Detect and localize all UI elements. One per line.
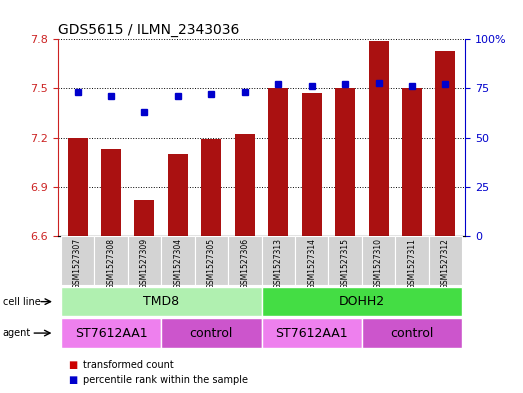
Bar [235,134,255,236]
Bar [302,93,322,236]
Bar [295,236,328,285]
Text: GDS5615 / ILMN_2343036: GDS5615 / ILMN_2343036 [58,23,239,37]
Bar [228,236,262,285]
Bar [94,236,128,285]
Bar [395,236,429,285]
Bar [262,236,295,285]
Text: GSM1527304: GSM1527304 [174,238,183,289]
Text: GSM1527305: GSM1527305 [207,238,216,289]
Bar [61,236,94,285]
Bar [168,154,188,236]
Text: control: control [190,327,233,340]
Text: GSM1527314: GSM1527314 [307,238,316,289]
Text: ST7612AA1: ST7612AA1 [275,327,348,340]
Text: GSM1527309: GSM1527309 [140,238,149,289]
Text: GSM1527306: GSM1527306 [240,238,249,289]
Text: ■: ■ [68,375,77,385]
Bar [268,88,288,236]
Bar [369,41,389,236]
Text: ■: ■ [68,360,77,370]
Text: GSM1527315: GSM1527315 [340,238,349,289]
Bar [161,318,262,348]
Bar [435,51,456,236]
Text: DOHH2: DOHH2 [339,295,385,308]
Text: GSM1527313: GSM1527313 [274,238,283,289]
Bar [335,88,355,236]
Bar [402,88,422,236]
Text: percentile rank within the sample: percentile rank within the sample [83,375,247,385]
Bar [429,236,462,285]
Text: GSM1527311: GSM1527311 [407,238,416,289]
Text: transformed count: transformed count [83,360,174,370]
Bar [61,287,262,316]
Bar [262,287,462,316]
Bar [328,236,362,285]
Bar [262,318,362,348]
Bar [201,139,221,236]
Text: GSM1527310: GSM1527310 [374,238,383,289]
Bar [362,318,462,348]
Bar [134,200,154,236]
Text: ST7612AA1: ST7612AA1 [75,327,147,340]
Text: GSM1527312: GSM1527312 [441,238,450,289]
Text: cell line: cell line [3,297,40,307]
Bar [67,138,88,236]
Bar [195,236,228,285]
Bar [161,236,195,285]
Text: control: control [390,327,434,340]
Text: GSM1527308: GSM1527308 [107,238,116,289]
Bar [61,318,161,348]
Text: TMD8: TMD8 [143,295,179,308]
Bar [101,149,121,236]
Bar [362,236,395,285]
Text: GSM1527307: GSM1527307 [73,238,82,289]
Text: agent: agent [3,328,31,338]
Bar [128,236,161,285]
